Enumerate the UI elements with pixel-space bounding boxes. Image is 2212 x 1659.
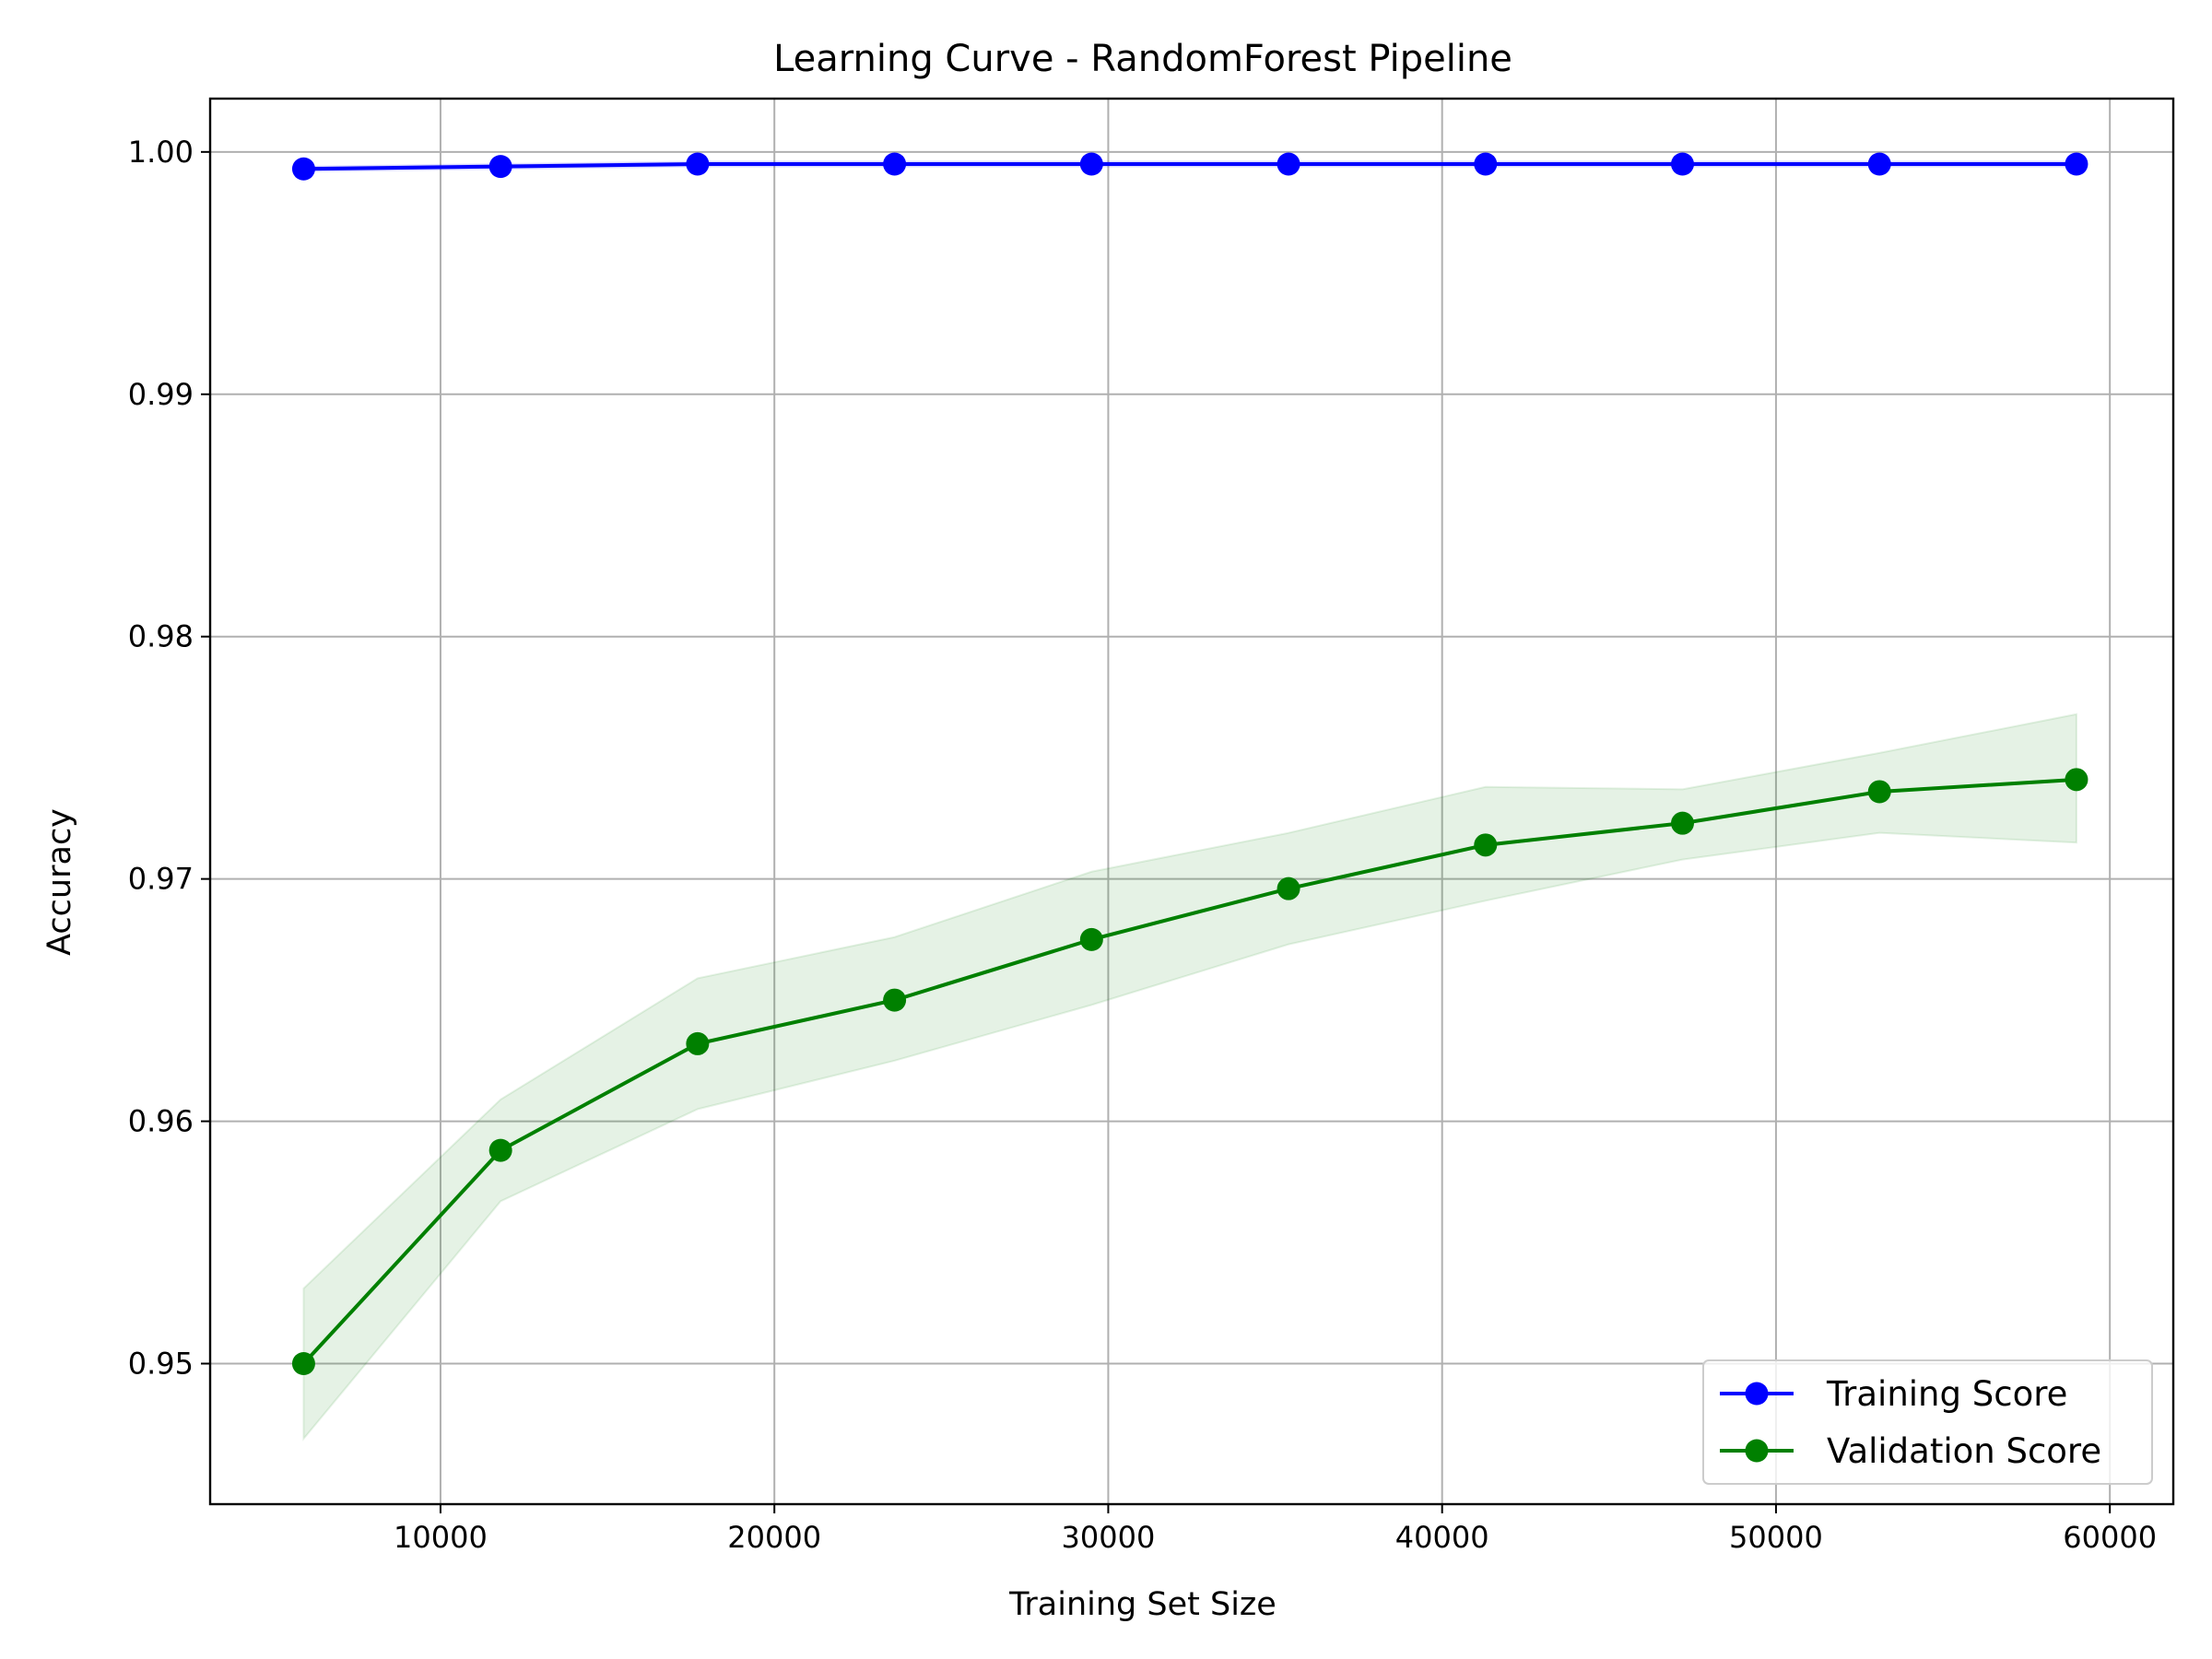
data-point xyxy=(1671,152,1694,176)
legend-box xyxy=(1702,1359,2153,1485)
data-point xyxy=(883,152,907,176)
data-point xyxy=(2065,152,2088,176)
x-tick-label: 50000 xyxy=(1729,1520,1823,1555)
y-axis-label: Accuracy xyxy=(41,808,78,956)
grid-lines xyxy=(210,99,2173,1504)
x-axis-label: Training Set Size xyxy=(1008,1586,1277,1623)
series-lines xyxy=(301,161,2077,1365)
x-tick-label: 60000 xyxy=(2063,1520,2157,1555)
series-markers xyxy=(291,152,2088,1375)
x-tick-label: 20000 xyxy=(727,1520,821,1555)
data-point xyxy=(1671,811,1694,835)
data-point xyxy=(2065,768,2088,792)
y-tick-label: 0.96 xyxy=(128,1104,194,1139)
data-point xyxy=(1867,780,1891,804)
y-tick-label: 1.00 xyxy=(128,135,194,170)
data-point xyxy=(1079,927,1103,951)
data-point xyxy=(1277,877,1300,900)
y-tick-label: 0.97 xyxy=(128,862,194,897)
x-axis-ticks: 10000 20000 30000 40000 50000 60000 xyxy=(394,1504,2157,1555)
data-point xyxy=(1474,152,1498,176)
legend-marker-1 xyxy=(1745,1439,1769,1463)
data-point xyxy=(291,157,315,181)
data-point xyxy=(1867,152,1891,176)
series-line-0 xyxy=(303,161,2077,171)
data-point xyxy=(686,1031,710,1055)
confidence-band-1 xyxy=(302,712,2077,1441)
legend-label-1: Validation Score xyxy=(1827,1431,2101,1471)
x-tick-label: 30000 xyxy=(1062,1520,1156,1555)
plot-frame xyxy=(208,97,2175,1506)
legend: Training Score Validation Score xyxy=(1702,1359,2153,1485)
data-point xyxy=(1079,152,1103,176)
data-point xyxy=(291,1352,315,1375)
y-tick-label: 0.95 xyxy=(128,1347,194,1382)
data-point xyxy=(1277,152,1300,176)
data-point xyxy=(883,988,907,1012)
data-point xyxy=(488,1138,512,1162)
legend-label-0: Training Score xyxy=(1826,1374,2067,1414)
x-tick-label: 40000 xyxy=(1395,1520,1489,1555)
y-tick-label: 0.99 xyxy=(128,377,194,412)
legend-marker-0 xyxy=(1745,1382,1769,1406)
y-axis-ticks: 0.95 0.96 0.97 0.98 0.99 1.00 xyxy=(128,135,210,1382)
x-tick-label: 10000 xyxy=(394,1520,488,1555)
data-point xyxy=(1474,833,1498,857)
y-tick-label: 0.98 xyxy=(128,619,194,654)
data-point xyxy=(488,155,512,179)
chart-title: Learning Curve - RandomForest Pipeline xyxy=(773,38,1512,80)
data-point xyxy=(686,152,710,176)
series-line-1 xyxy=(301,777,2077,1365)
